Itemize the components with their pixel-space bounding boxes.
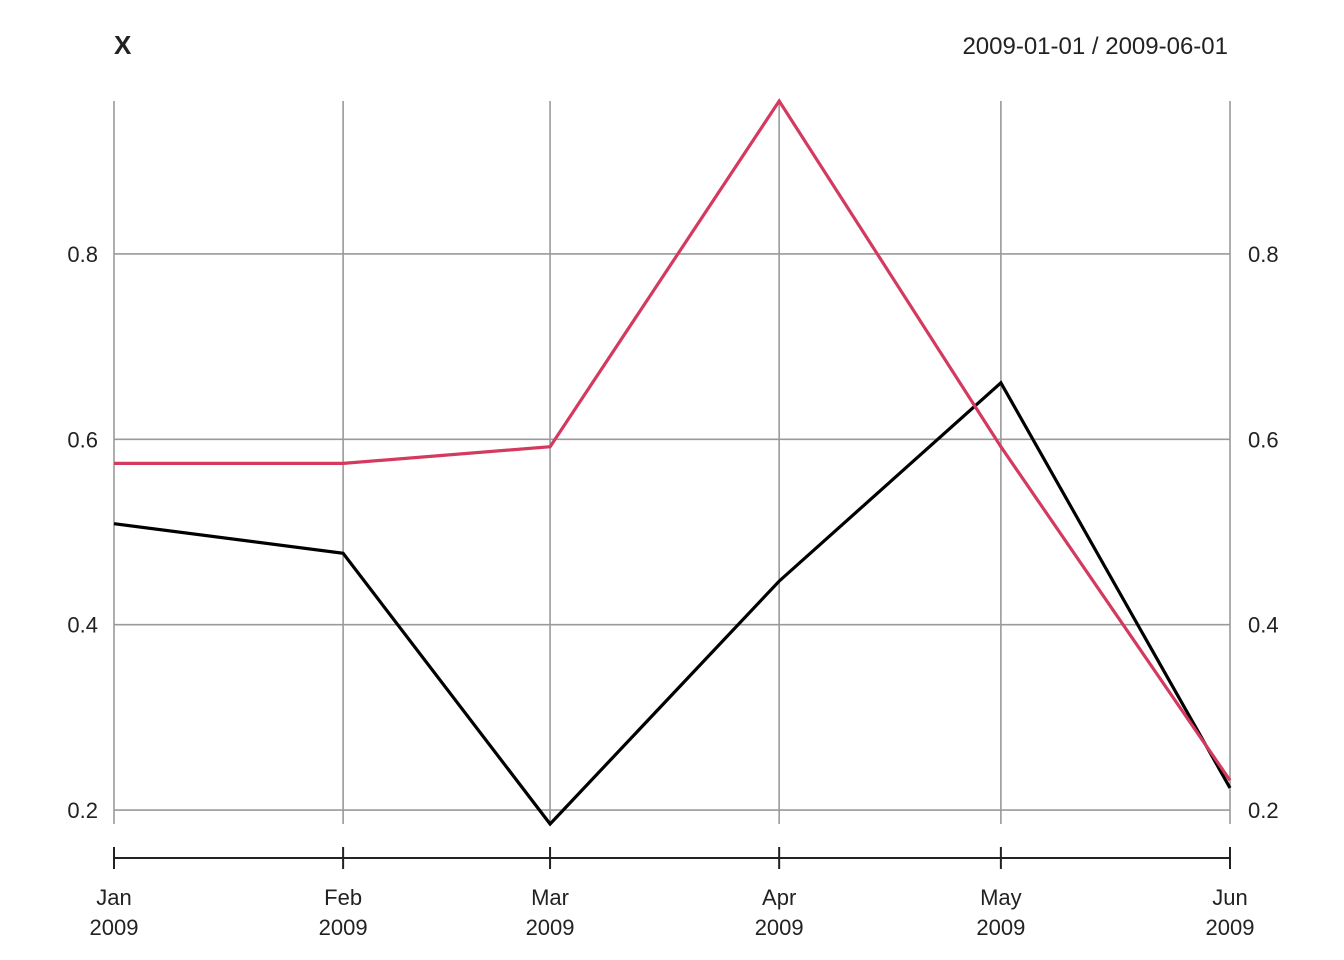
vertical-gridlines: [113, 101, 1231, 824]
x-tick-label-year: 2009: [319, 915, 368, 940]
x-tick-label-year: 2009: [526, 915, 575, 940]
series-lines: [113, 98, 1232, 827]
horizontal-gridlines: [114, 253, 1230, 811]
date-range-label: 2009-01-01 / 2009-06-01: [962, 33, 1228, 60]
x-tick-label-month: Mar: [531, 885, 569, 910]
chart-title: X: [114, 30, 132, 60]
y-tick-label-right: 0.4: [1248, 613, 1279, 638]
x-axis: Jan 2009 Feb 2009 Mar 2009 Apr 2009 May 2009 Jun 20…: [90, 847, 1255, 940]
y-tick-label-left: 0.8: [67, 242, 98, 267]
x-tick-label-year: 2009: [976, 915, 1025, 940]
y-tick-label-left: 0.6: [67, 427, 98, 452]
x-tick-label-year: 2009: [1206, 915, 1255, 940]
y-tick-label-right: 0.8: [1248, 242, 1279, 267]
x-tick-label-month: Jan: [96, 885, 131, 910]
x-tick-label-month: Feb: [324, 885, 362, 910]
x-tick-label-year: 2009: [755, 915, 804, 940]
y-axis-right-labels: 0.2 0.4 0.6 0.8: [1248, 242, 1279, 823]
series-line-2: [114, 98, 1232, 782]
y-tick-label-right: 0.6: [1248, 427, 1279, 452]
x-tick-label-year: 2009: [90, 915, 139, 940]
y-tick-label-left: 0.2: [67, 798, 98, 823]
y-tick-label-right: 0.2: [1248, 798, 1279, 823]
y-axis-left-labels: 0.2 0.4 0.6 0.8: [67, 242, 98, 823]
x-tick-label-month: May: [980, 885, 1022, 910]
x-tick-label-month: Jun: [1212, 885, 1247, 910]
x-tick-label-month: Apr: [762, 885, 796, 910]
series-line-1: [113, 380, 1232, 827]
y-tick-label-left: 0.4: [67, 613, 98, 638]
